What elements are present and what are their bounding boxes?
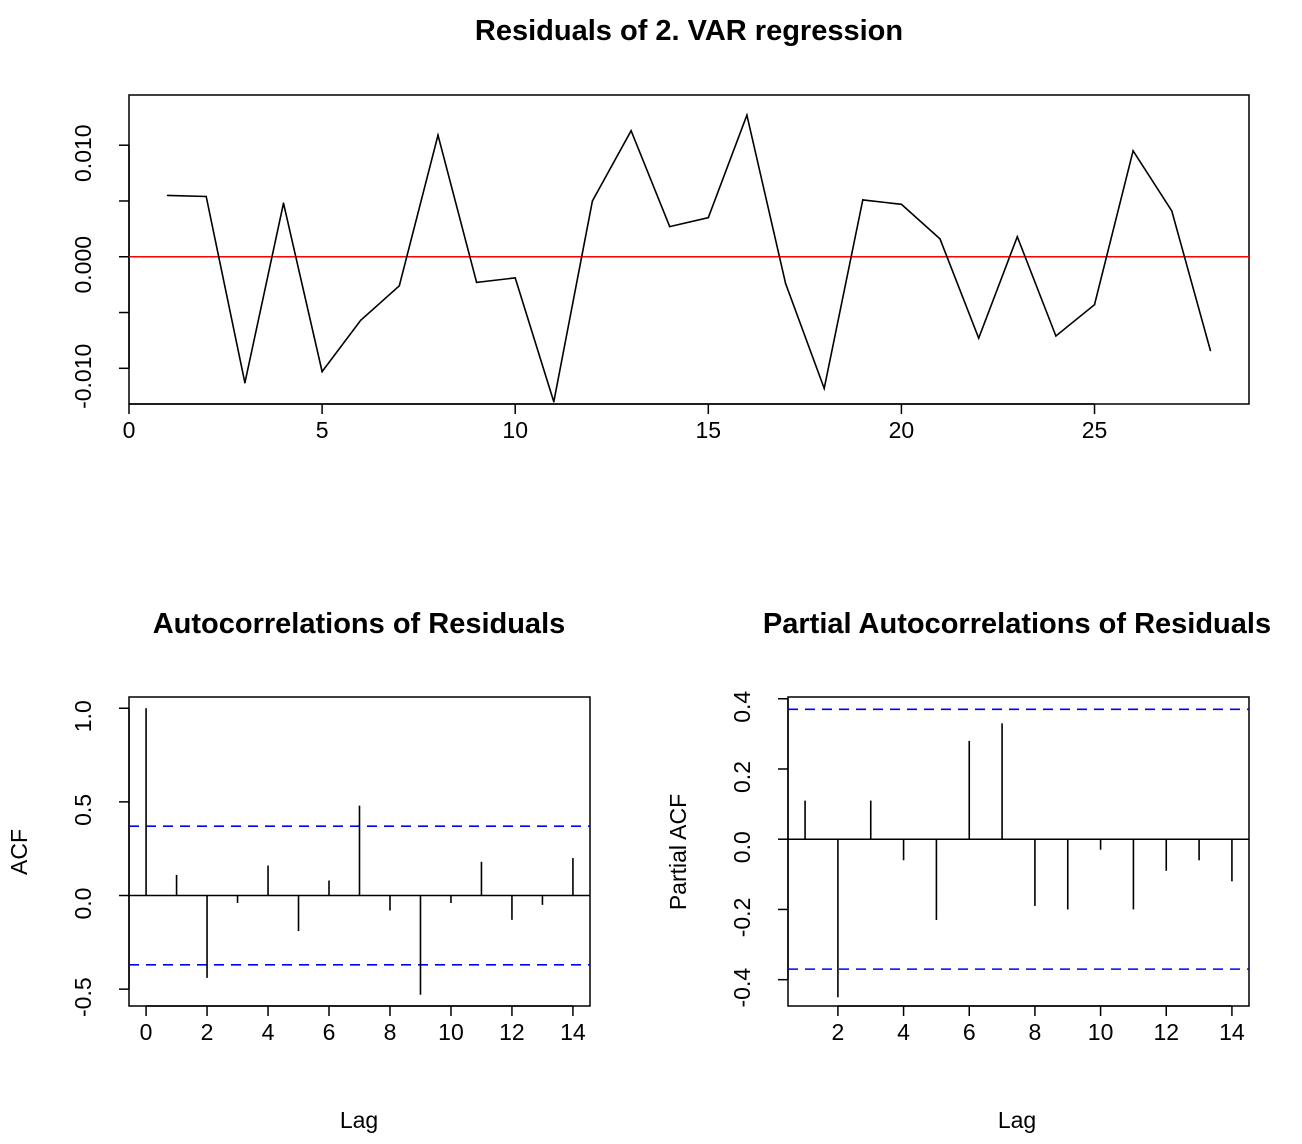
acf-x-tick-label: 4 (262, 1019, 275, 1045)
residuals-plot-frame (128, 94, 1250, 405)
residuals-x-tick-label: 15 (696, 417, 722, 443)
residual-point (823, 387, 825, 390)
acf-y-tick-label: -0.5 (70, 977, 96, 1017)
residuals-y-tick-label: -0.010 (70, 344, 96, 409)
residual-point (784, 282, 787, 285)
acf-x-tick-label: 8 (384, 1019, 397, 1045)
residual-point (514, 277, 517, 279)
residual-point (591, 200, 594, 202)
residual-point (282, 202, 285, 205)
pacf-y-tick-label: 0.4 (729, 691, 755, 723)
acf-x-tick-label: 10 (438, 1019, 464, 1045)
residual-point (321, 370, 323, 373)
residual-point (166, 194, 169, 197)
acf-x-tick-label: 2 (201, 1019, 214, 1045)
residual-point (205, 195, 208, 198)
pacf-panel: Partial Autocorrelations of Residuals La… (665, 608, 1271, 1133)
residual-point (1016, 235, 1019, 238)
acf-x-tick-label: 0 (140, 1019, 153, 1045)
residual-point (630, 129, 632, 132)
pacf-y-tick-label: 0.2 (729, 761, 755, 793)
residual-point (475, 281, 478, 284)
residual-series-line (167, 112, 1212, 403)
residual-point (398, 284, 401, 287)
residual-point (900, 203, 903, 206)
residual-point (746, 114, 748, 116)
residuals-x-tick-label: 5 (316, 417, 329, 443)
pacf-y-tick-label: -0.2 (729, 898, 755, 938)
acf-x-tick-label: 12 (499, 1019, 525, 1045)
residual-point (1055, 335, 1057, 337)
residual-point (1209, 349, 1212, 352)
acf-ylabel: ACF (6, 829, 32, 875)
pacf-x-tick-label: 10 (1088, 1019, 1114, 1045)
residuals-x-tick-label: 20 (889, 417, 915, 443)
residuals-title: Residuals of 2. VAR regression (475, 15, 903, 47)
pacf-x-tick-label: 8 (1029, 1019, 1042, 1045)
acf-title: Autocorrelations of Residuals (153, 608, 566, 640)
residuals-y-tick-label: 0.010 (70, 124, 96, 182)
residual-point (1132, 149, 1134, 152)
acf-xlabel: Lag (340, 1107, 378, 1133)
residual-point (359, 319, 362, 322)
residual-point (437, 134, 439, 136)
residual-point (668, 225, 671, 228)
residual-point (1170, 210, 1173, 212)
residuals-x-tick-label: 25 (1082, 417, 1108, 443)
pacf-ylabel: Partial ACF (665, 794, 691, 910)
residual-point (707, 216, 710, 219)
acf-panel: Autocorrelations of Residuals Lag ACF 0 2… (6, 608, 591, 1133)
residual-point (244, 382, 246, 384)
acf-x-tick-label: 14 (560, 1019, 586, 1045)
residuals-panel: Residuals of 2. VAR regression 0 5 10 15 20 2… (70, 15, 1250, 443)
residuals-y-tick-label: 0.000 (70, 236, 96, 294)
pacf-y-tick-label: -0.4 (729, 968, 755, 1008)
residuals-x-tick-label: 10 (502, 417, 528, 443)
residual-point (939, 238, 941, 240)
pacf-y-tick-label: 0.0 (729, 831, 755, 863)
pacf-title: Partial Autocorrelations of Residuals (763, 608, 1271, 640)
residual-point (861, 199, 864, 201)
pacf-x-tick-label: 6 (963, 1019, 976, 1045)
residual-point (553, 400, 555, 403)
pacf-x-tick-label: 14 (1219, 1019, 1245, 1045)
acf-y-tick-label: 0.0 (70, 888, 96, 920)
acf-y-tick-label: 1.0 (70, 700, 96, 732)
residual-point (977, 337, 980, 339)
residual-point (1093, 303, 1096, 306)
pacf-x-tick-label: 2 (832, 1019, 845, 1045)
pacf-plot-frame (787, 696, 1250, 1007)
acf-y-tick-label: 0.5 (70, 794, 96, 826)
pacf-x-tick-label: 4 (897, 1019, 910, 1045)
pacf-x-tick-label: 12 (1153, 1019, 1179, 1045)
residuals-x-tick-label: 0 (123, 417, 136, 443)
pacf-xlabel: Lag (998, 1107, 1036, 1133)
acf-x-tick-label: 6 (323, 1019, 336, 1045)
